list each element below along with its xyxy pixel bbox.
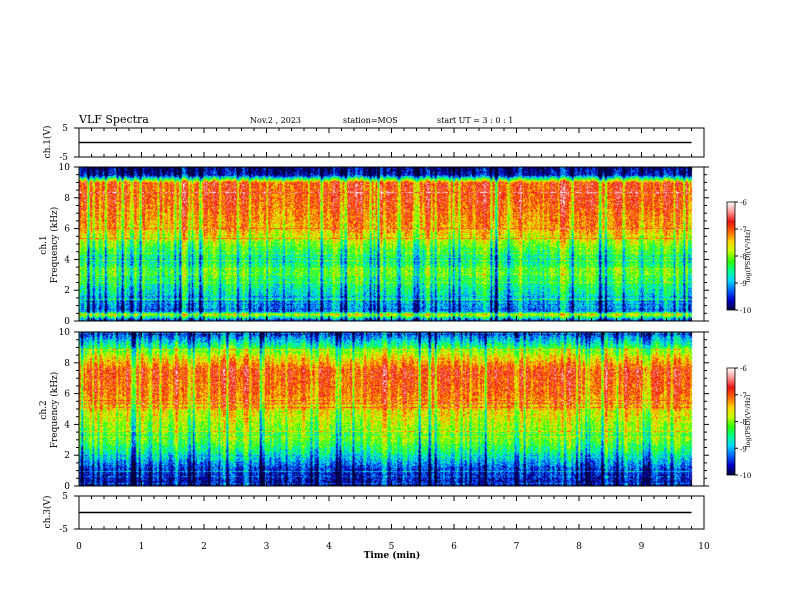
ch1-spectrogram-image <box>79 167 704 321</box>
figure-title: VLF Spectra <box>78 113 149 126</box>
ch2-colorbar-tick-label: -10 <box>740 472 751 480</box>
ch2-spectrogram-ytick-label: 10 <box>59 328 71 338</box>
ch2-colorbar-label: log(PSD)(V²/Hz) <box>744 394 752 447</box>
time-tick-label: 7 <box>514 542 520 552</box>
ch2-colorbar-gradient <box>726 367 736 476</box>
time-tick-label: 9 <box>639 542 645 552</box>
ch1-colorbar-tick-label: -10 <box>740 307 751 315</box>
ch1-waveform-ytick-label: -5 <box>59 153 68 163</box>
start-time-label: start UT = 3 : 0 : 1 <box>437 116 513 125</box>
time-tick-label: 5 <box>389 542 395 552</box>
time-tick-label: 2 <box>201 542 207 552</box>
time-axis-label: Time (min) <box>364 550 421 561</box>
ch2-colorbar: -6 -7 -8 -9 -10 <box>726 365 751 480</box>
ch1-waveform-ytick-label: 5 <box>62 124 68 134</box>
ch1-spectrogram-ytick-label: 4 <box>64 255 70 265</box>
ch3-waveform-ytick-label: 5 <box>62 492 68 502</box>
ch1-spectrogram-ylabel-line1: ch.1 <box>39 235 49 254</box>
station-label: station=MOS <box>343 116 398 125</box>
date-label: Nov.2 , 2023 <box>250 116 301 125</box>
ch1-spectrogram-ytick-label: 6 <box>64 225 70 235</box>
time-tick-label: 1 <box>139 542 145 552</box>
time-tick-label: 3 <box>264 542 270 552</box>
ch3-waveform-ytick-label: -5 <box>59 525 68 535</box>
ch1-colorbar-tick-label: -6 <box>740 199 747 207</box>
ch2-spectrogram-image <box>79 332 704 486</box>
ch1-spectrogram-ytick-label: 2 <box>64 286 70 296</box>
ch1-colorbar-tick-label: -9 <box>740 280 747 288</box>
ch2-spectrogram-ylabel-line2: Frequency (kHz) <box>49 372 60 449</box>
ch2-spectrogram-ytick-label: 6 <box>64 390 70 400</box>
ch2-colorbar-tick-label: -7 <box>740 392 747 400</box>
ch1-colorbar-tick-label: -7 <box>740 226 747 234</box>
ch2-colorbar-tick-label: -6 <box>740 365 747 373</box>
ch3-waveform-panel: 5 -5 <box>59 492 705 535</box>
time-tick-label: 6 <box>451 542 457 552</box>
ch2-colorbar-tick-label: -9 <box>740 445 747 453</box>
ch1-colorbar-gradient <box>726 201 736 311</box>
ch1-spectrogram-ytick-label: 0 <box>64 317 70 327</box>
time-tick-label: 10 <box>698 542 710 552</box>
time-tick-label: 0 <box>76 542 82 552</box>
ch2-spectrogram-ytick-label: 0 <box>64 482 70 492</box>
ch2-spectrogram-ylabel-line1: ch.2 <box>39 400 49 419</box>
ch2-spectrogram-panel: 0 2 4 6 8 10 <box>59 328 709 492</box>
ch1-spectrogram-ylabel-line2: Frequency (kHz) <box>49 207 60 284</box>
ch2-spectrogram-ytick-label: 2 <box>64 451 70 461</box>
time-axis: 0 1 2 3 4 5 6 7 8 9 10 <box>76 542 710 552</box>
ch1-waveform-ylabel: ch.1(V) <box>42 126 53 159</box>
ch2-spectrogram-ytick-label: 4 <box>64 420 70 430</box>
ch1-colorbar-tick-label: -8 <box>740 253 747 261</box>
ch1-waveform-panel: 5 -5 <box>59 124 705 163</box>
ch2-colorbar-tick-label: -8 <box>740 419 747 427</box>
ch1-spectrogram-panel: 0 2 4 6 8 10 <box>59 163 709 327</box>
time-tick-label: 8 <box>576 542 582 552</box>
ch3-waveform-ylabel: ch.3(V) <box>42 496 53 529</box>
ch2-spectrogram-ytick-label: 8 <box>64 359 70 369</box>
time-tick-label: 4 <box>326 542 332 552</box>
ch1-spectrogram-ytick-label: 8 <box>64 194 70 204</box>
ch1-colorbar: -6 -7 -8 -9 -10 <box>726 199 751 315</box>
ch1-spectrogram-ytick-label: 10 <box>59 163 71 173</box>
ch1-colorbar-label: log(PSD)(V²/Hz) <box>744 229 752 282</box>
